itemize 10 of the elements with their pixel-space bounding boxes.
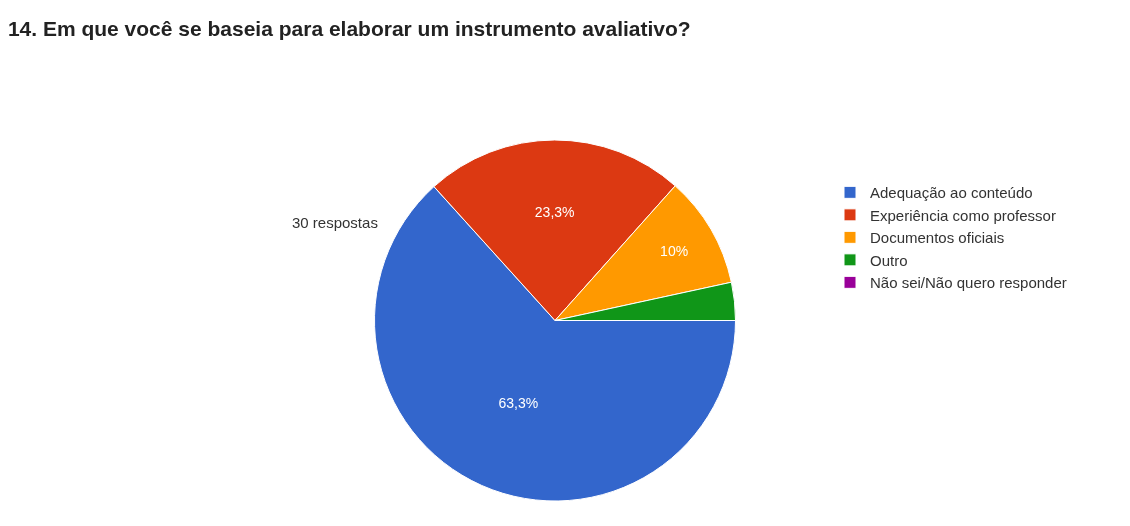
legend-label: Não sei/Não quero responder [870, 274, 1067, 292]
chart-title: 14. Em que você se baseia para elaborar um instrumento avaliativo? [7, 16, 691, 40]
data-label: 23,3% [534, 204, 575, 221]
text: 30 respostas [292, 214, 378, 231]
data-label: 63,3% [498, 394, 539, 411]
legend-label: Outro [870, 251, 908, 269]
data-label: 10% [660, 243, 689, 260]
legend-label: Experiência como professor [870, 206, 1056, 224]
legend-label: Adequação ao conteúdo [870, 184, 1033, 202]
legend-label: Documentos oficiais [870, 229, 1005, 247]
